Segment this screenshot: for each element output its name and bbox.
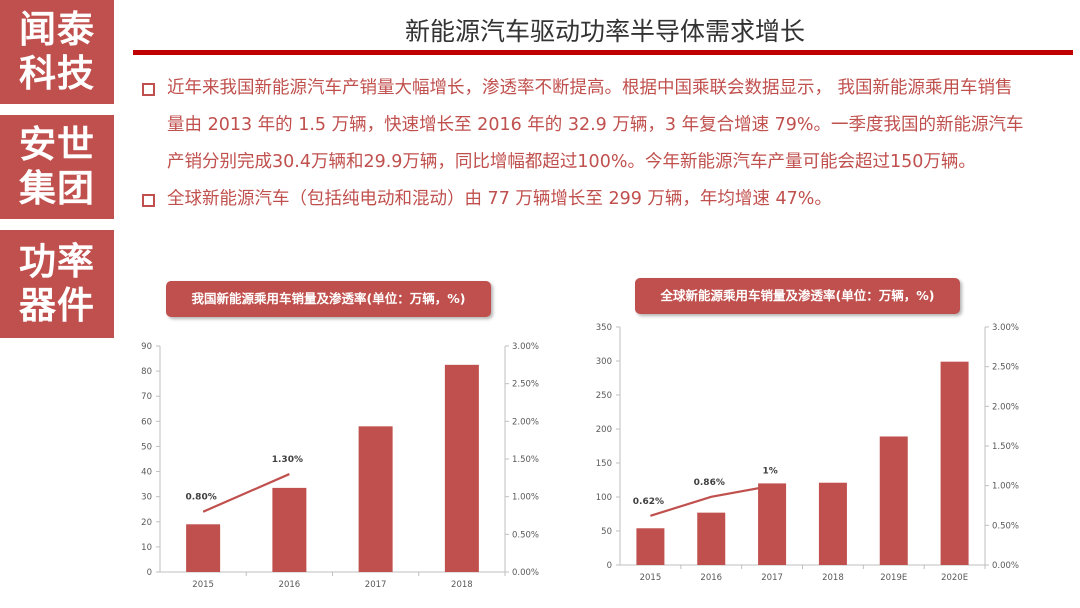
global-y-tick-label: 300 bbox=[596, 357, 612, 367]
bullet-text: 全球新能源汽车（包括纯电动和混动）由 77 万辆增长至 299 万辆，年均增速 … bbox=[167, 189, 832, 209]
china-y2-tick-label: 1.00% bbox=[512, 493, 539, 503]
global-x-tick-label: 2015 bbox=[640, 573, 662, 583]
brand-text: 器件 bbox=[19, 284, 95, 327]
global-bar bbox=[818, 482, 847, 565]
brand-text: 科技 bbox=[19, 52, 95, 95]
china-bar bbox=[358, 426, 393, 572]
china-y-tick-label: 50 bbox=[141, 442, 152, 452]
brand-text: 集团 bbox=[19, 167, 95, 210]
bullet-item: 全球新能源汽车（包括纯电动和混动）由 77 万辆增长至 299 万辆，年均增速 … bbox=[140, 181, 1030, 218]
global-bar bbox=[940, 361, 969, 565]
china-y-tick-label: 40 bbox=[141, 468, 152, 478]
china-y-tick-label: 80 bbox=[141, 367, 152, 377]
global-x-tick-label: 2017 bbox=[761, 573, 783, 583]
china-y-tick-label: 60 bbox=[141, 417, 152, 427]
global-x-tick-label: 2020E bbox=[941, 573, 968, 583]
global-y-tick-label: 150 bbox=[596, 459, 612, 469]
china-x-tick-label: 2015 bbox=[192, 580, 214, 590]
china-y2-tick-label: 0.00% bbox=[512, 568, 539, 578]
china-y-tick-label: 20 bbox=[141, 518, 152, 528]
global-y-tick-label: 50 bbox=[601, 527, 612, 537]
china-penetration-line bbox=[202, 473, 290, 513]
global-line-data-label: 0.62% bbox=[633, 497, 664, 507]
china-y2-tick-label: 2.00% bbox=[512, 417, 539, 427]
china-y2-tick-label: 1.50% bbox=[512, 455, 539, 465]
global-y-tick-label: 0 bbox=[607, 561, 612, 571]
china-y-tick-label: 30 bbox=[141, 493, 152, 503]
bullet-list: 近年来我国新能源汽车产销量大幅增长，渗透率不断提高。根据中国乘联会数据显示， 我… bbox=[140, 70, 1030, 218]
china-y2-tick-label: 2.50% bbox=[512, 380, 539, 390]
brand-block-power-devices: 功率 器件 bbox=[0, 230, 114, 338]
global-y2-tick-label: 0.50% bbox=[992, 521, 1019, 531]
global-y-tick-label: 250 bbox=[596, 391, 612, 401]
global-x-tick-label: 2018 bbox=[822, 573, 844, 583]
china-line-data-label: 1.30% bbox=[272, 455, 303, 465]
china-bar bbox=[444, 364, 479, 572]
china-bar bbox=[272, 487, 307, 572]
bullet-item: 近年来我国新能源汽车产销量大幅增长，渗透率不断提高。根据中国乘联会数据显示， 我… bbox=[140, 70, 1030, 181]
global-y2-tick-label: 2.50% bbox=[992, 363, 1019, 373]
global-line-data-label: 0.86% bbox=[694, 478, 725, 488]
global-bar bbox=[697, 512, 726, 565]
brand-text: 闻泰 bbox=[19, 8, 95, 51]
global-penetration-line bbox=[650, 484, 773, 517]
chart-title-china: 我国新能源乘用车销量及渗透率(单位：万辆，%) bbox=[166, 281, 491, 317]
bullet-text: 近年来我国新能源汽车产销量大幅增长，渗透率不断提高。根据中国乘联会数据显示， 我… bbox=[167, 78, 1024, 172]
global-y-tick-label: 100 bbox=[596, 493, 612, 503]
global-y2-tick-label: 1.00% bbox=[992, 482, 1019, 492]
china-y-tick-label: 10 bbox=[141, 543, 152, 553]
china-y2-tick-label: 0.50% bbox=[512, 530, 539, 540]
brand-text: 功率 bbox=[19, 240, 95, 283]
china-y-tick-label: 90 bbox=[141, 342, 152, 352]
square-bullet-icon bbox=[142, 194, 155, 207]
global-y2-tick-label: 2.00% bbox=[992, 402, 1019, 412]
china-x-tick-label: 2017 bbox=[365, 580, 387, 590]
global-y-tick-label: 200 bbox=[596, 425, 612, 435]
china-y2-tick-label: 3.00% bbox=[512, 342, 539, 352]
chart-title-global: 全球新能源乘用车销量及渗透率(单位：万辆，%) bbox=[635, 278, 960, 314]
china-x-tick-label: 2018 bbox=[451, 580, 473, 590]
china-y-tick-label: 0 bbox=[147, 568, 152, 578]
global-bar bbox=[636, 528, 665, 565]
global-y-tick-label: 350 bbox=[596, 323, 612, 333]
global-x-tick-label: 2016 bbox=[700, 573, 722, 583]
title-divider bbox=[133, 50, 1073, 55]
china-bar bbox=[186, 524, 221, 572]
brand-text: 安世 bbox=[19, 123, 95, 166]
global-y2-tick-label: 3.00% bbox=[992, 323, 1019, 333]
global-line-data-label: 1% bbox=[762, 467, 777, 477]
square-bullet-icon bbox=[142, 83, 155, 96]
global-bar bbox=[879, 436, 908, 565]
global-x-tick-label: 2019E bbox=[880, 573, 907, 583]
brand-block-wingtech: 闻泰 科技 bbox=[0, 0, 114, 104]
global-y2-tick-label: 0.00% bbox=[992, 561, 1019, 571]
global-y2-tick-label: 1.50% bbox=[992, 442, 1019, 452]
slide-title: 新能源汽车驱动功率半导体需求增长 bbox=[404, 17, 805, 46]
china-y-tick-label: 70 bbox=[141, 392, 152, 402]
global-bar bbox=[758, 483, 787, 565]
brand-block-nexperia: 安世 集团 bbox=[0, 115, 114, 219]
china-line-data-label: 0.80% bbox=[186, 493, 217, 503]
china-x-tick-label: 2016 bbox=[279, 580, 301, 590]
